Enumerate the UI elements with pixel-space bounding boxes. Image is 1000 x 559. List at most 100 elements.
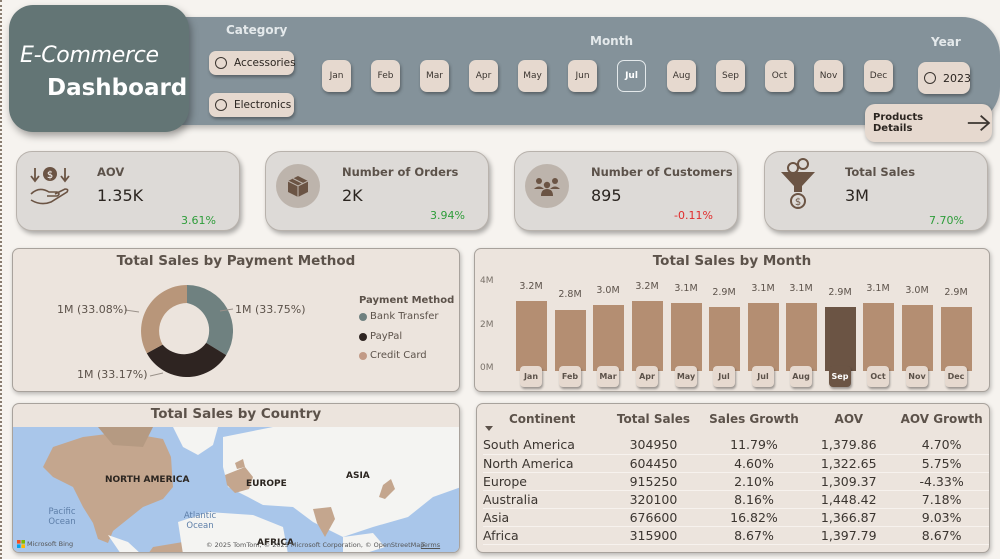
- legend-item-paypal[interactable]: PayPal: [359, 331, 402, 342]
- legend-item-bank-transfer[interactable]: Bank Transfer: [359, 311, 439, 322]
- radio-icon: [215, 57, 227, 69]
- cell-continent: Australia: [483, 490, 603, 509]
- bar-fill: [786, 303, 817, 371]
- bar-dec[interactable]: 2.9M: [941, 287, 972, 371]
- month-button-apr[interactable]: Apr: [469, 60, 498, 92]
- bar-month-button-apr[interactable]: Apr: [636, 366, 658, 387]
- bar-sep[interactable]: 2.9M: [825, 287, 856, 371]
- table-row[interactable]: Australia 320100 8.16% 1,448.42 7.18%: [483, 490, 989, 509]
- column-header-total-sales[interactable]: Total Sales: [616, 412, 690, 426]
- month-button-jul[interactable]: Jul: [617, 60, 646, 92]
- y-tick-4m: 4M: [480, 276, 494, 286]
- microsoft-logo-icon: [17, 540, 25, 548]
- month-button-aug[interactable]: Aug: [667, 60, 696, 92]
- month-button-mar[interactable]: Mar: [420, 60, 449, 92]
- year-chip-label: 2023: [943, 71, 971, 85]
- table-row[interactable]: Europe 915250 2.10% 1,309.37 -4.33%: [483, 472, 989, 491]
- bar-oct[interactable]: 3.1M: [863, 283, 894, 371]
- legend-title: Payment Method: [359, 295, 455, 306]
- column-header-continent[interactable]: Continent: [509, 412, 576, 426]
- column-header-sales-growth[interactable]: Sales Growth: [709, 412, 799, 426]
- cell-continent: Europe: [483, 472, 603, 491]
- products-details-button[interactable]: Products Details: [865, 104, 992, 142]
- cell-total-sales: 915250: [602, 472, 705, 491]
- people-group-icon: [525, 164, 569, 208]
- bar-apr[interactable]: 3.2M: [632, 281, 663, 371]
- legend-item-credit-card[interactable]: Credit Card: [359, 350, 427, 361]
- cell-continent: South America: [483, 436, 603, 455]
- bar-month-button-jul-2[interactable]: Jul: [752, 366, 774, 387]
- map-terms-link[interactable]: Terms: [421, 541, 441, 549]
- bar-fill: [825, 307, 856, 371]
- bar-jul-1[interactable]: 2.9M: [709, 287, 740, 371]
- month-button-sep[interactable]: Sep: [716, 60, 745, 92]
- cell-continent: Africa: [483, 526, 603, 545]
- sort-descending-icon[interactable]: [485, 426, 493, 431]
- bar-feb[interactable]: 2.8M: [555, 289, 586, 371]
- sales-by-month-panel: Total Sales by Month 4M 2M 0M 3.2M 2.8M …: [474, 248, 990, 392]
- bar-mar[interactable]: 3.0M: [593, 285, 624, 371]
- column-header-aov[interactable]: AOV: [834, 412, 863, 426]
- column-header-aov-growth[interactable]: AOV Growth: [900, 412, 983, 426]
- world-map[interactable]: NORTH AMERICA EUROPE ASIA AFRICA Pacific…: [13, 427, 459, 552]
- month-button-nov[interactable]: Nov: [814, 60, 843, 92]
- radio-icon: [215, 99, 227, 111]
- kpi-card-total-sales: $ Total Sales 3M 7.70%: [764, 151, 988, 231]
- month-button-may[interactable]: May: [518, 60, 547, 92]
- kpi-delta: 3.61%: [181, 214, 216, 227]
- month-button-jan[interactable]: Jan: [322, 60, 351, 92]
- kpi-card-aov: $ AOV 1.35K 3.61%: [16, 151, 240, 231]
- bar-month-button-jul-1[interactable]: Jul: [713, 366, 735, 387]
- table-row[interactable]: North America 604450 4.60% 1,322.65 5.75…: [483, 454, 989, 473]
- cell-total-sales: 320100: [602, 490, 705, 509]
- map-attribution[interactable]: © 2025 TomTom, © 2025 Microsoft Corporat…: [206, 541, 425, 549]
- bar-nov[interactable]: 3.0M: [902, 285, 933, 371]
- bar-value-label: 2.9M: [712, 287, 736, 298]
- bar-month-button-aug[interactable]: Aug: [790, 366, 812, 387]
- bar-jan[interactable]: 3.2M: [516, 281, 547, 371]
- month-button-jun[interactable]: Jun: [568, 60, 597, 92]
- category-chip-electronics[interactable]: Electronics: [209, 93, 294, 117]
- month-button-feb[interactable]: Feb: [371, 60, 400, 92]
- cell-continent: North America: [483, 454, 603, 473]
- bar-jul-2[interactable]: 3.1M: [748, 283, 779, 371]
- bar-month-button-feb[interactable]: Feb: [559, 366, 581, 387]
- table-row[interactable]: Africa 315900 8.67% 1,397.79 8.67%: [483, 526, 989, 545]
- products-details-label: Products Details: [873, 112, 924, 134]
- bar-month-button-sep[interactable]: Sep: [829, 366, 851, 387]
- cell-aov-growth: 9.03%: [894, 508, 989, 527]
- category-chip-accessories[interactable]: Accessories: [209, 51, 296, 75]
- bar-month-button-may[interactable]: May: [675, 366, 697, 387]
- bar-month-button-mar[interactable]: Mar: [597, 366, 619, 387]
- cell-aov: 1,448.42: [803, 490, 895, 509]
- arrow-right-icon: [968, 114, 991, 132]
- year-chip-2023[interactable]: 2023: [918, 62, 971, 94]
- bar-month-button-dec[interactable]: Dec: [945, 366, 967, 387]
- month-button-dec[interactable]: Dec: [864, 60, 893, 92]
- bar-may[interactable]: 3.1M: [671, 283, 702, 371]
- cell-sales-growth: 16.82%: [704, 508, 804, 527]
- table-row[interactable]: Asia 676600 16.82% 1,366.87 9.03%: [483, 508, 989, 527]
- map-label-north-america: NORTH AMERICA: [105, 475, 190, 485]
- legend-label: PayPal: [370, 331, 403, 342]
- cell-aov: 1,397.79: [803, 526, 895, 545]
- slice-label-bank-transfer: 1M (33.75%): [235, 303, 306, 316]
- kpi-value: 2K: [342, 186, 363, 205]
- table-row[interactable]: South America 304950 11.79% 1,379.86 4.7…: [483, 436, 989, 455]
- legend-label: Bank Transfer: [370, 311, 439, 322]
- sales-by-country-panel: Total Sales by Country NORTH AMERICA: [12, 403, 460, 553]
- bar-value-label: 2.9M: [828, 287, 852, 298]
- kpi-delta: 3.94%: [430, 209, 465, 222]
- cell-aov: 1,322.65: [803, 454, 895, 473]
- bar-month-button-oct[interactable]: Oct: [867, 366, 889, 387]
- cell-total-sales: 604450: [602, 454, 705, 473]
- slice-label-credit-card: 1M (33.08%): [57, 303, 128, 316]
- bar-month-button-nov[interactable]: Nov: [906, 366, 928, 387]
- y-tick-2m: 2M: [480, 320, 494, 330]
- bar-month-button-jan[interactable]: Jan: [520, 366, 542, 387]
- month-button-oct[interactable]: Oct: [765, 60, 794, 92]
- bar-aug[interactable]: 3.1M: [786, 283, 817, 371]
- kpi-card-orders: Number of Orders 2K 3.94%: [265, 151, 489, 231]
- payment-donut-chart[interactable]: [141, 285, 233, 377]
- category-chip-label: Electronics: [234, 99, 292, 111]
